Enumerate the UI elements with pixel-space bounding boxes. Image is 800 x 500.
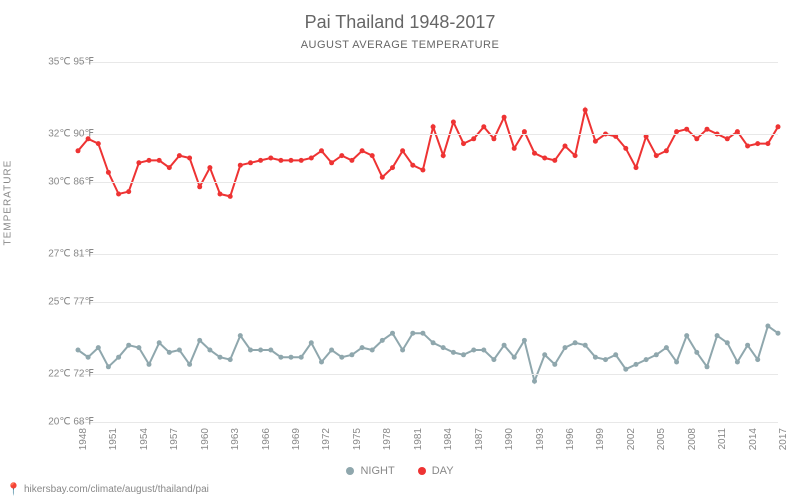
legend-day-label: DAY xyxy=(432,465,454,477)
grid-line xyxy=(78,374,778,375)
x-tick-label: 1960 xyxy=(200,428,211,450)
x-tick-label: 1993 xyxy=(535,428,546,450)
x-tick-label: 1963 xyxy=(230,428,241,450)
footer: 📍 hikersbay.com/climate/august/thailand/… xyxy=(6,482,209,496)
x-tick-label: 1990 xyxy=(504,428,515,450)
x-tick-label: 1999 xyxy=(595,428,606,450)
grid-line xyxy=(78,182,778,183)
x-tick-label: 2008 xyxy=(687,428,698,450)
grid-line xyxy=(78,422,778,423)
y-axis-title: TEMPERATURE xyxy=(3,160,14,246)
legend-night: NIGHT xyxy=(346,465,394,477)
y-tick-label: 25℃ 77℉ xyxy=(34,297,94,308)
x-tick-label: 1966 xyxy=(261,428,272,450)
x-tick-label: 2014 xyxy=(748,428,759,450)
x-tick-label: 1957 xyxy=(169,428,180,450)
y-tick-label: 22℃ 72℉ xyxy=(34,369,94,380)
y-tick-label: 35℃ 95℉ xyxy=(34,57,94,68)
x-tick-label: 1975 xyxy=(352,428,363,450)
y-tick-label: 32℃ 90℉ xyxy=(34,129,94,140)
x-tick-label: 2017 xyxy=(778,428,789,450)
x-tick-label: 1996 xyxy=(565,428,576,450)
grid-line xyxy=(78,254,778,255)
x-tick-label: 1987 xyxy=(474,428,485,450)
x-tick-label: 2011 xyxy=(717,428,728,450)
chart-container: Pai Thailand 1948-2017 AUGUST AVERAGE TE… xyxy=(0,0,800,500)
legend-night-label: NIGHT xyxy=(360,465,394,477)
x-tick-label: 1981 xyxy=(413,428,424,450)
grid-line xyxy=(78,62,778,63)
y-tick-label: 30℃ 86℉ xyxy=(34,177,94,188)
chart-svg xyxy=(78,62,778,422)
x-tick-label: 1948 xyxy=(78,428,89,450)
grid-line xyxy=(78,302,778,303)
legend-day-marker xyxy=(418,467,426,475)
legend-night-marker xyxy=(346,467,354,475)
chart-subtitle: AUGUST AVERAGE TEMPERATURE xyxy=(0,33,800,51)
x-tick-label: 1972 xyxy=(321,428,332,450)
x-tick-label: 1951 xyxy=(108,428,119,450)
plot-area xyxy=(78,62,778,422)
chart-title: Pai Thailand 1948-2017 xyxy=(0,0,800,33)
x-tick-label: 2005 xyxy=(656,428,667,450)
x-tick-label: 1954 xyxy=(139,428,150,450)
x-tick-label: 1969 xyxy=(291,428,302,450)
grid-line xyxy=(78,134,778,135)
pin-icon: 📍 xyxy=(6,482,21,496)
legend-day: DAY xyxy=(418,465,454,477)
y-tick-label: 20℃ 68℉ xyxy=(34,417,94,428)
x-tick-label: 2002 xyxy=(626,428,637,450)
y-tick-label: 27℃ 81℉ xyxy=(34,249,94,260)
legend: NIGHT DAY xyxy=(0,465,800,478)
x-tick-label: 1984 xyxy=(443,428,454,450)
x-tick-label: 1978 xyxy=(382,428,393,450)
footer-url: hikersbay.com/climate/august/thailand/pa… xyxy=(24,484,209,495)
